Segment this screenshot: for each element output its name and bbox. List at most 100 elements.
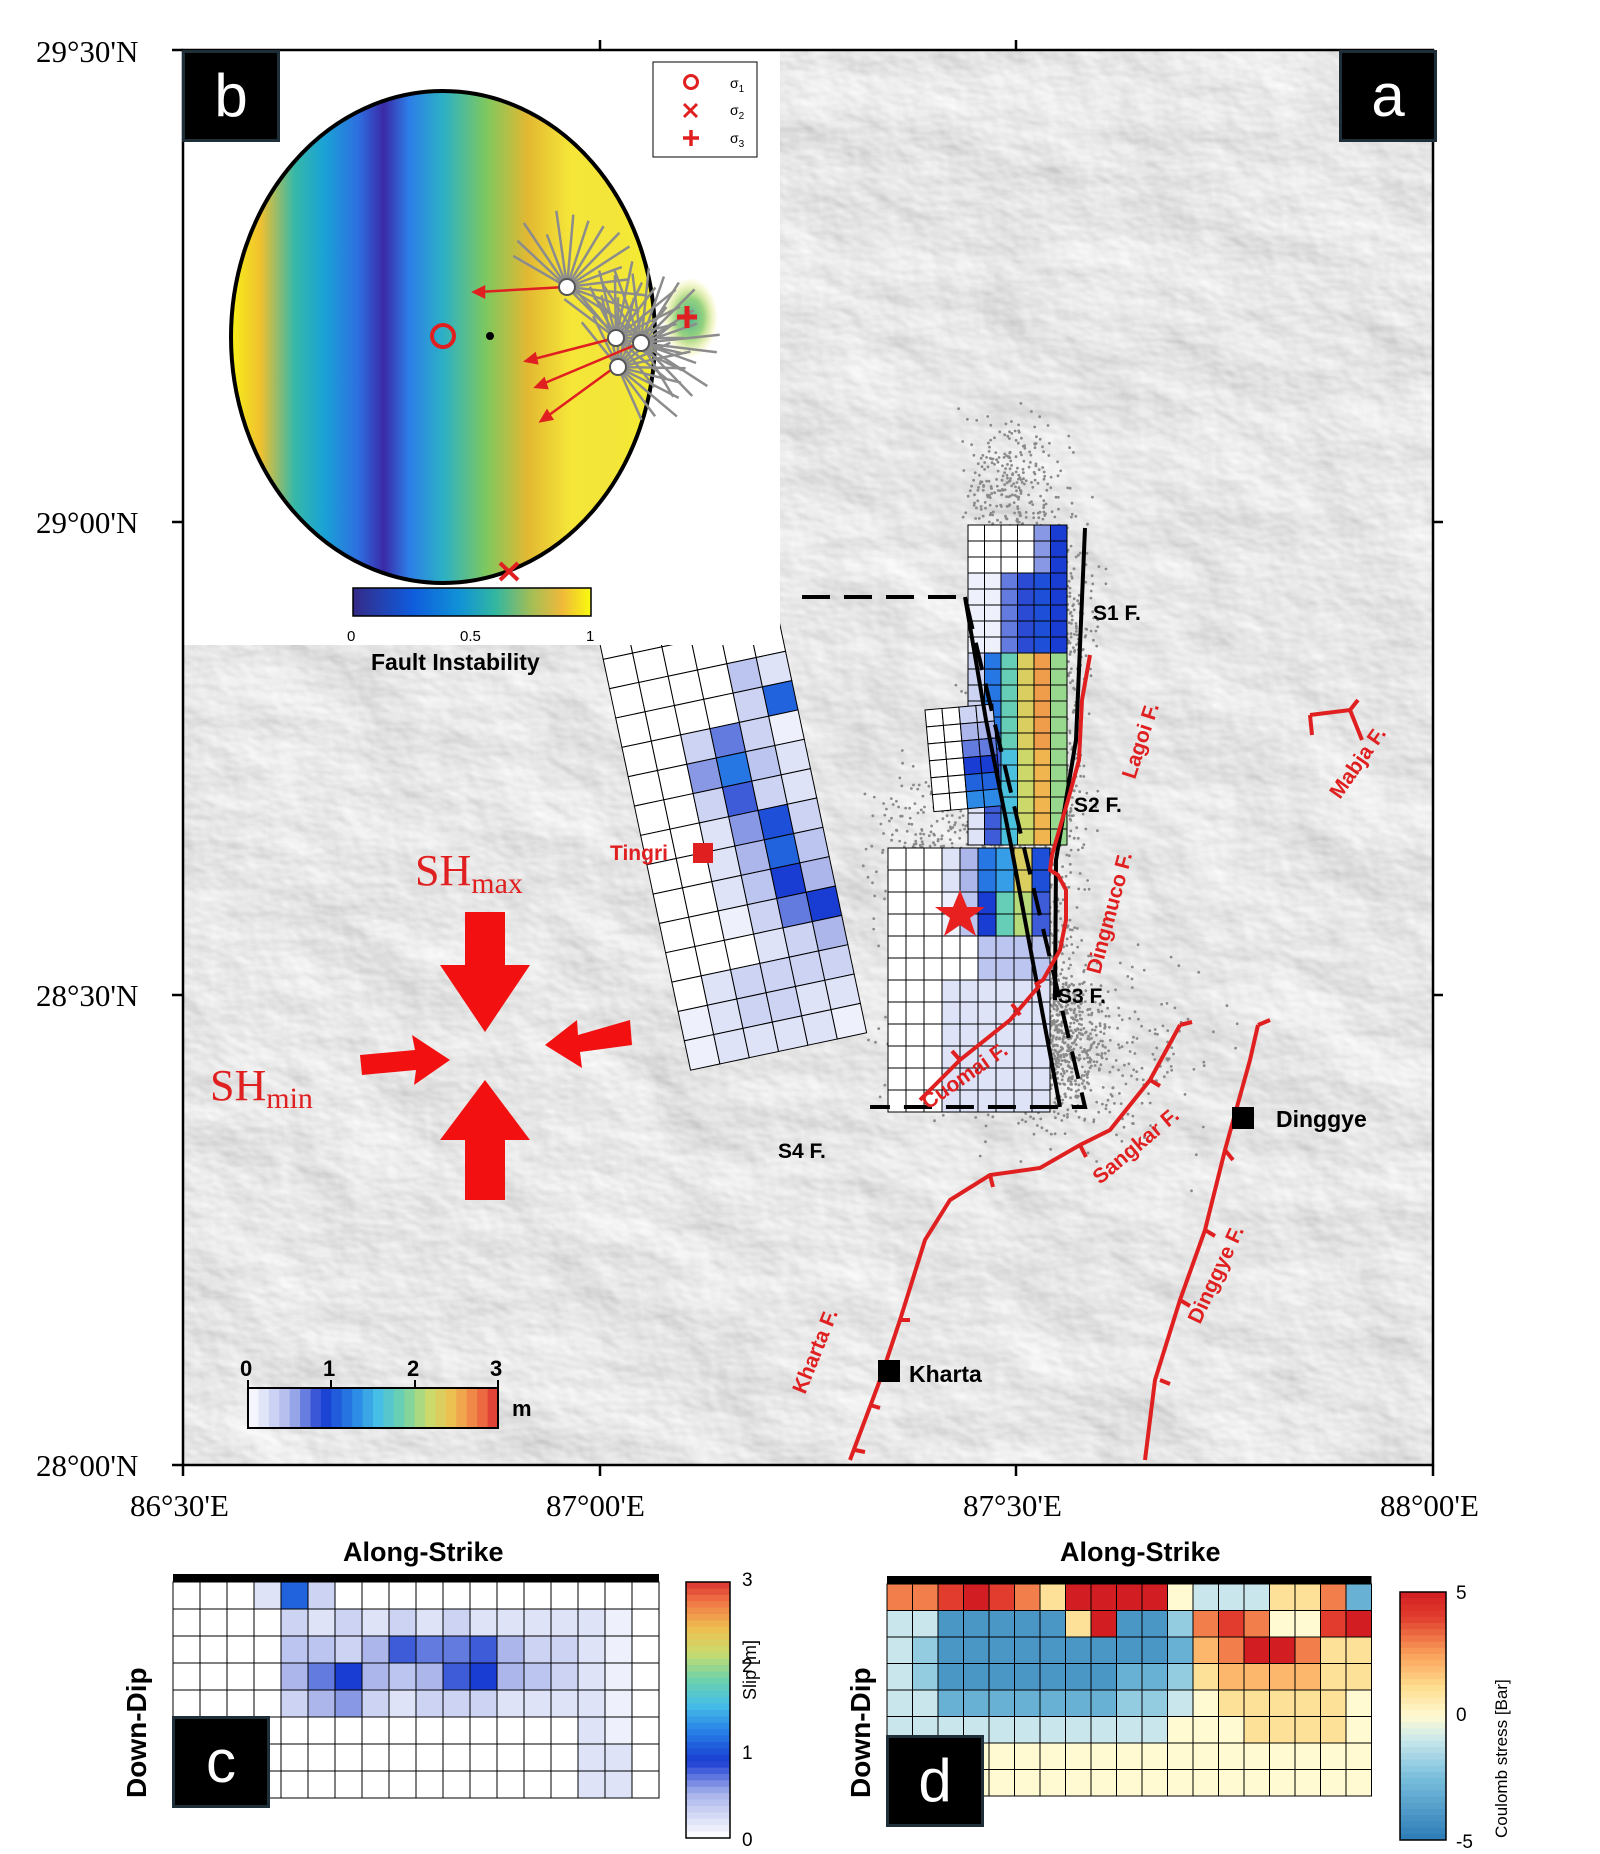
seismic-event [1089,1088,1093,1092]
seismic-event [1118,1046,1121,1050]
seismic-event [1075,633,1079,637]
seismic-event [1086,1076,1089,1079]
seismic-event [1010,420,1013,423]
seismic-event [905,829,909,833]
seismic-event [994,451,998,454]
seismic-event [973,493,976,497]
seismic-event [1070,618,1074,622]
seismic-event [1004,467,1007,470]
seismic-event [910,822,914,826]
seismic-event [995,458,998,462]
seismic-event [1074,1015,1078,1019]
seismic-event [1036,481,1040,485]
seismic-event [1015,481,1019,484]
seismic-event [991,513,995,517]
seismic-event [1087,887,1091,891]
seismic-event [1170,1046,1174,1049]
seismic-event [1098,1022,1102,1025]
seismic-event [1095,1060,1099,1064]
seismic-event [1006,434,1010,438]
seismic-event [1099,1063,1103,1067]
seismic-event [1081,648,1085,651]
seismic-event [921,794,925,798]
seismic-event [1132,1035,1135,1039]
seismic-event [1130,1074,1133,1078]
seismic-event [1046,424,1050,427]
seismic-event [1030,410,1033,413]
seismic-event [1078,551,1082,555]
seismic-event [1166,1058,1170,1062]
seismic-event [1070,928,1074,932]
seismic-event [941,1113,945,1117]
seismic-event [914,839,918,843]
seismic-event [1058,1036,1061,1040]
seismic-event [1092,1118,1096,1122]
seismic-event [1087,954,1090,958]
seismic-event [1142,968,1146,972]
seismic-event [1117,1006,1120,1010]
seismic-event [1082,764,1086,768]
seismic-event [1053,515,1057,519]
seismic-event [1068,1025,1072,1029]
seismic-event [1075,989,1079,993]
seismic-event [977,486,980,489]
seismic-event [874,1040,877,1044]
seismic-event [1054,1003,1058,1007]
seismic-event [1101,1039,1104,1043]
seismic-event [1042,470,1046,474]
seismic-event [1063,1041,1067,1045]
seismic-event [1069,572,1073,575]
seismic-event [989,511,993,515]
seismic-event [1069,809,1073,813]
seismic-event [1053,1132,1057,1136]
seismic-event [977,517,981,520]
seismic-event [1060,1029,1063,1033]
seismic-event [884,1015,887,1019]
seismic-event [1074,1038,1077,1041]
seismic-event [933,1119,936,1123]
seismic-event [966,494,970,498]
seismic-event [1075,927,1079,930]
seismic-event [1074,1109,1078,1113]
seismic-event [1067,434,1071,438]
seismic-event [1169,1065,1173,1068]
seismic-event [964,511,968,515]
seismic-event [929,792,933,796]
seismic-event [1013,429,1017,433]
seismic-event [861,864,865,868]
seismic-event [1010,464,1013,467]
seismic-event [871,814,875,818]
seismic-event [1074,1089,1078,1093]
seismic-event [1085,1081,1089,1084]
seismic-event [984,1140,987,1144]
seismic-event [1133,1052,1137,1055]
seismic-event [958,828,962,832]
seismic-event [1098,1067,1101,1071]
seismic-event [1032,470,1036,474]
seismic-event [964,691,968,695]
seismic-event [1052,1019,1056,1022]
seismic-event [1084,1000,1087,1003]
seismic-event [1108,1025,1111,1029]
seismic-event [1122,1125,1126,1129]
seismic-event [1050,1038,1054,1042]
seismic-event [1035,435,1038,439]
seismic-event [987,520,991,524]
seismic-event [1080,1023,1083,1027]
seismic-event [1061,898,1065,902]
seismic-event [1077,1022,1081,1026]
seismic-event [1085,791,1089,795]
seismic-event [884,889,887,893]
seismic-event [1090,1013,1093,1017]
seismic-event [1017,473,1021,477]
seismic-event [1095,1100,1099,1104]
seismic-event [950,814,954,817]
seismic-event [1003,433,1007,437]
seismic-event [1120,1018,1124,1022]
seismic-event [1060,991,1063,994]
seismic-event [1064,983,1068,987]
seismic-event [1155,1046,1159,1050]
seismic-event [1133,1010,1137,1014]
seismic-event [1108,1070,1112,1074]
seismic-event [1071,1067,1074,1070]
